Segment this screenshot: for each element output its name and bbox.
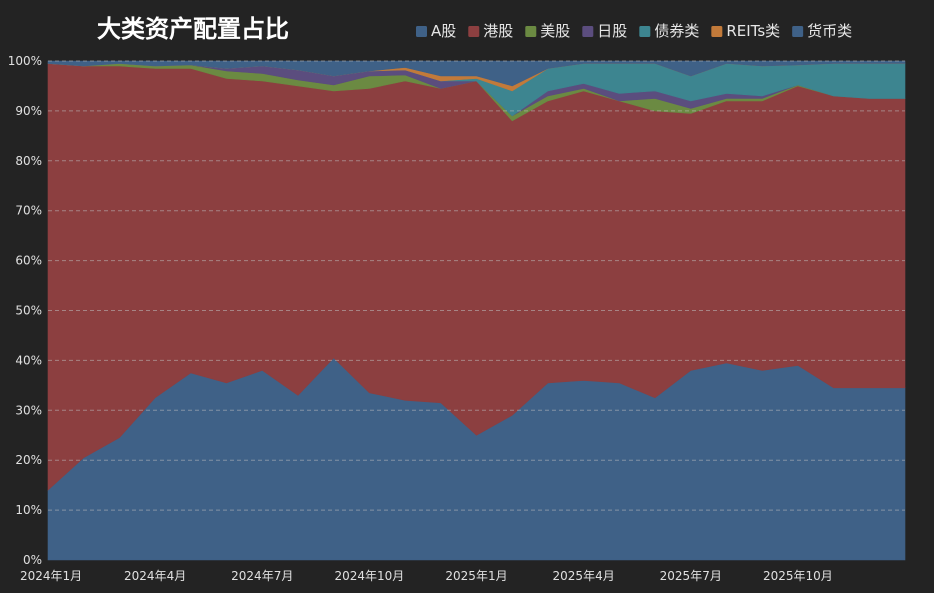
y-tick-label: 80% xyxy=(15,154,42,168)
legend-swatch xyxy=(792,26,804,37)
y-tick-label: 20% xyxy=(15,453,42,467)
legend-swatch xyxy=(468,26,480,37)
y-tick-label: 10% xyxy=(15,503,42,517)
legend-swatch xyxy=(639,26,651,37)
x-tick-label: 2024年10月 xyxy=(334,569,404,583)
legend-swatch xyxy=(582,26,594,37)
legend-item-2[interactable]: 美股 xyxy=(525,22,570,40)
legend-item-3[interactable]: 日股 xyxy=(582,22,627,40)
legend-item-6[interactable]: 货币类 xyxy=(792,22,852,40)
y-tick-label: 70% xyxy=(15,204,42,218)
x-tick-label: 2025年10月 xyxy=(763,569,833,583)
y-tick-label: 100% xyxy=(8,54,42,68)
y-tick-label: 30% xyxy=(15,403,42,417)
legend-item-0[interactable]: A股 xyxy=(416,22,456,40)
area-layer xyxy=(47,60,906,561)
y-tick-label: 40% xyxy=(15,353,42,367)
y-tick-label: 50% xyxy=(15,304,42,318)
y-tick-label: 0% xyxy=(23,553,42,567)
chart-title: 大类资产配置占比 xyxy=(97,15,289,43)
legend-swatch xyxy=(525,26,537,37)
x-tick-label: 2024年7月 xyxy=(231,569,293,583)
y-axis: 0% 10% 20% 30% 40% 50% 60% 70% 80% 90% 100% xyxy=(8,54,42,567)
legend-label: A股 xyxy=(431,22,456,40)
legend-label: 港股 xyxy=(483,22,513,40)
legend-swatch xyxy=(416,26,427,37)
legend-label: REITs类 xyxy=(726,22,780,40)
legend-label: 美股 xyxy=(540,22,570,40)
x-tick-label: 2025年1月 xyxy=(445,569,507,583)
legend-label: 债券类 xyxy=(654,22,699,40)
legend-item-4[interactable]: 债券类 xyxy=(639,22,699,40)
legend-swatch xyxy=(711,26,723,37)
x-axis: 2024年1月 2024年4月 2024年7月 2024年10月 2025年1月 2025… xyxy=(20,569,833,583)
x-tick-label: 2024年1月 xyxy=(20,569,82,583)
x-tick-label: 2024年4月 xyxy=(124,569,186,583)
legend-item-5[interactable]: REITs类 xyxy=(711,22,780,40)
y-tick-label: 60% xyxy=(15,254,42,268)
legend: A股 港股 美股 日股 债券类 REITs类 货币类 xyxy=(416,22,852,40)
x-tick-label: 2025年7月 xyxy=(660,569,722,583)
gridlines xyxy=(48,60,905,511)
y-tick-label: 90% xyxy=(15,104,42,118)
legend-label: 日股 xyxy=(597,22,627,40)
legend-item-1[interactable]: 港股 xyxy=(468,22,513,40)
x-tick-label: 2025年4月 xyxy=(553,569,615,583)
legend-label: 货币类 xyxy=(807,22,852,40)
